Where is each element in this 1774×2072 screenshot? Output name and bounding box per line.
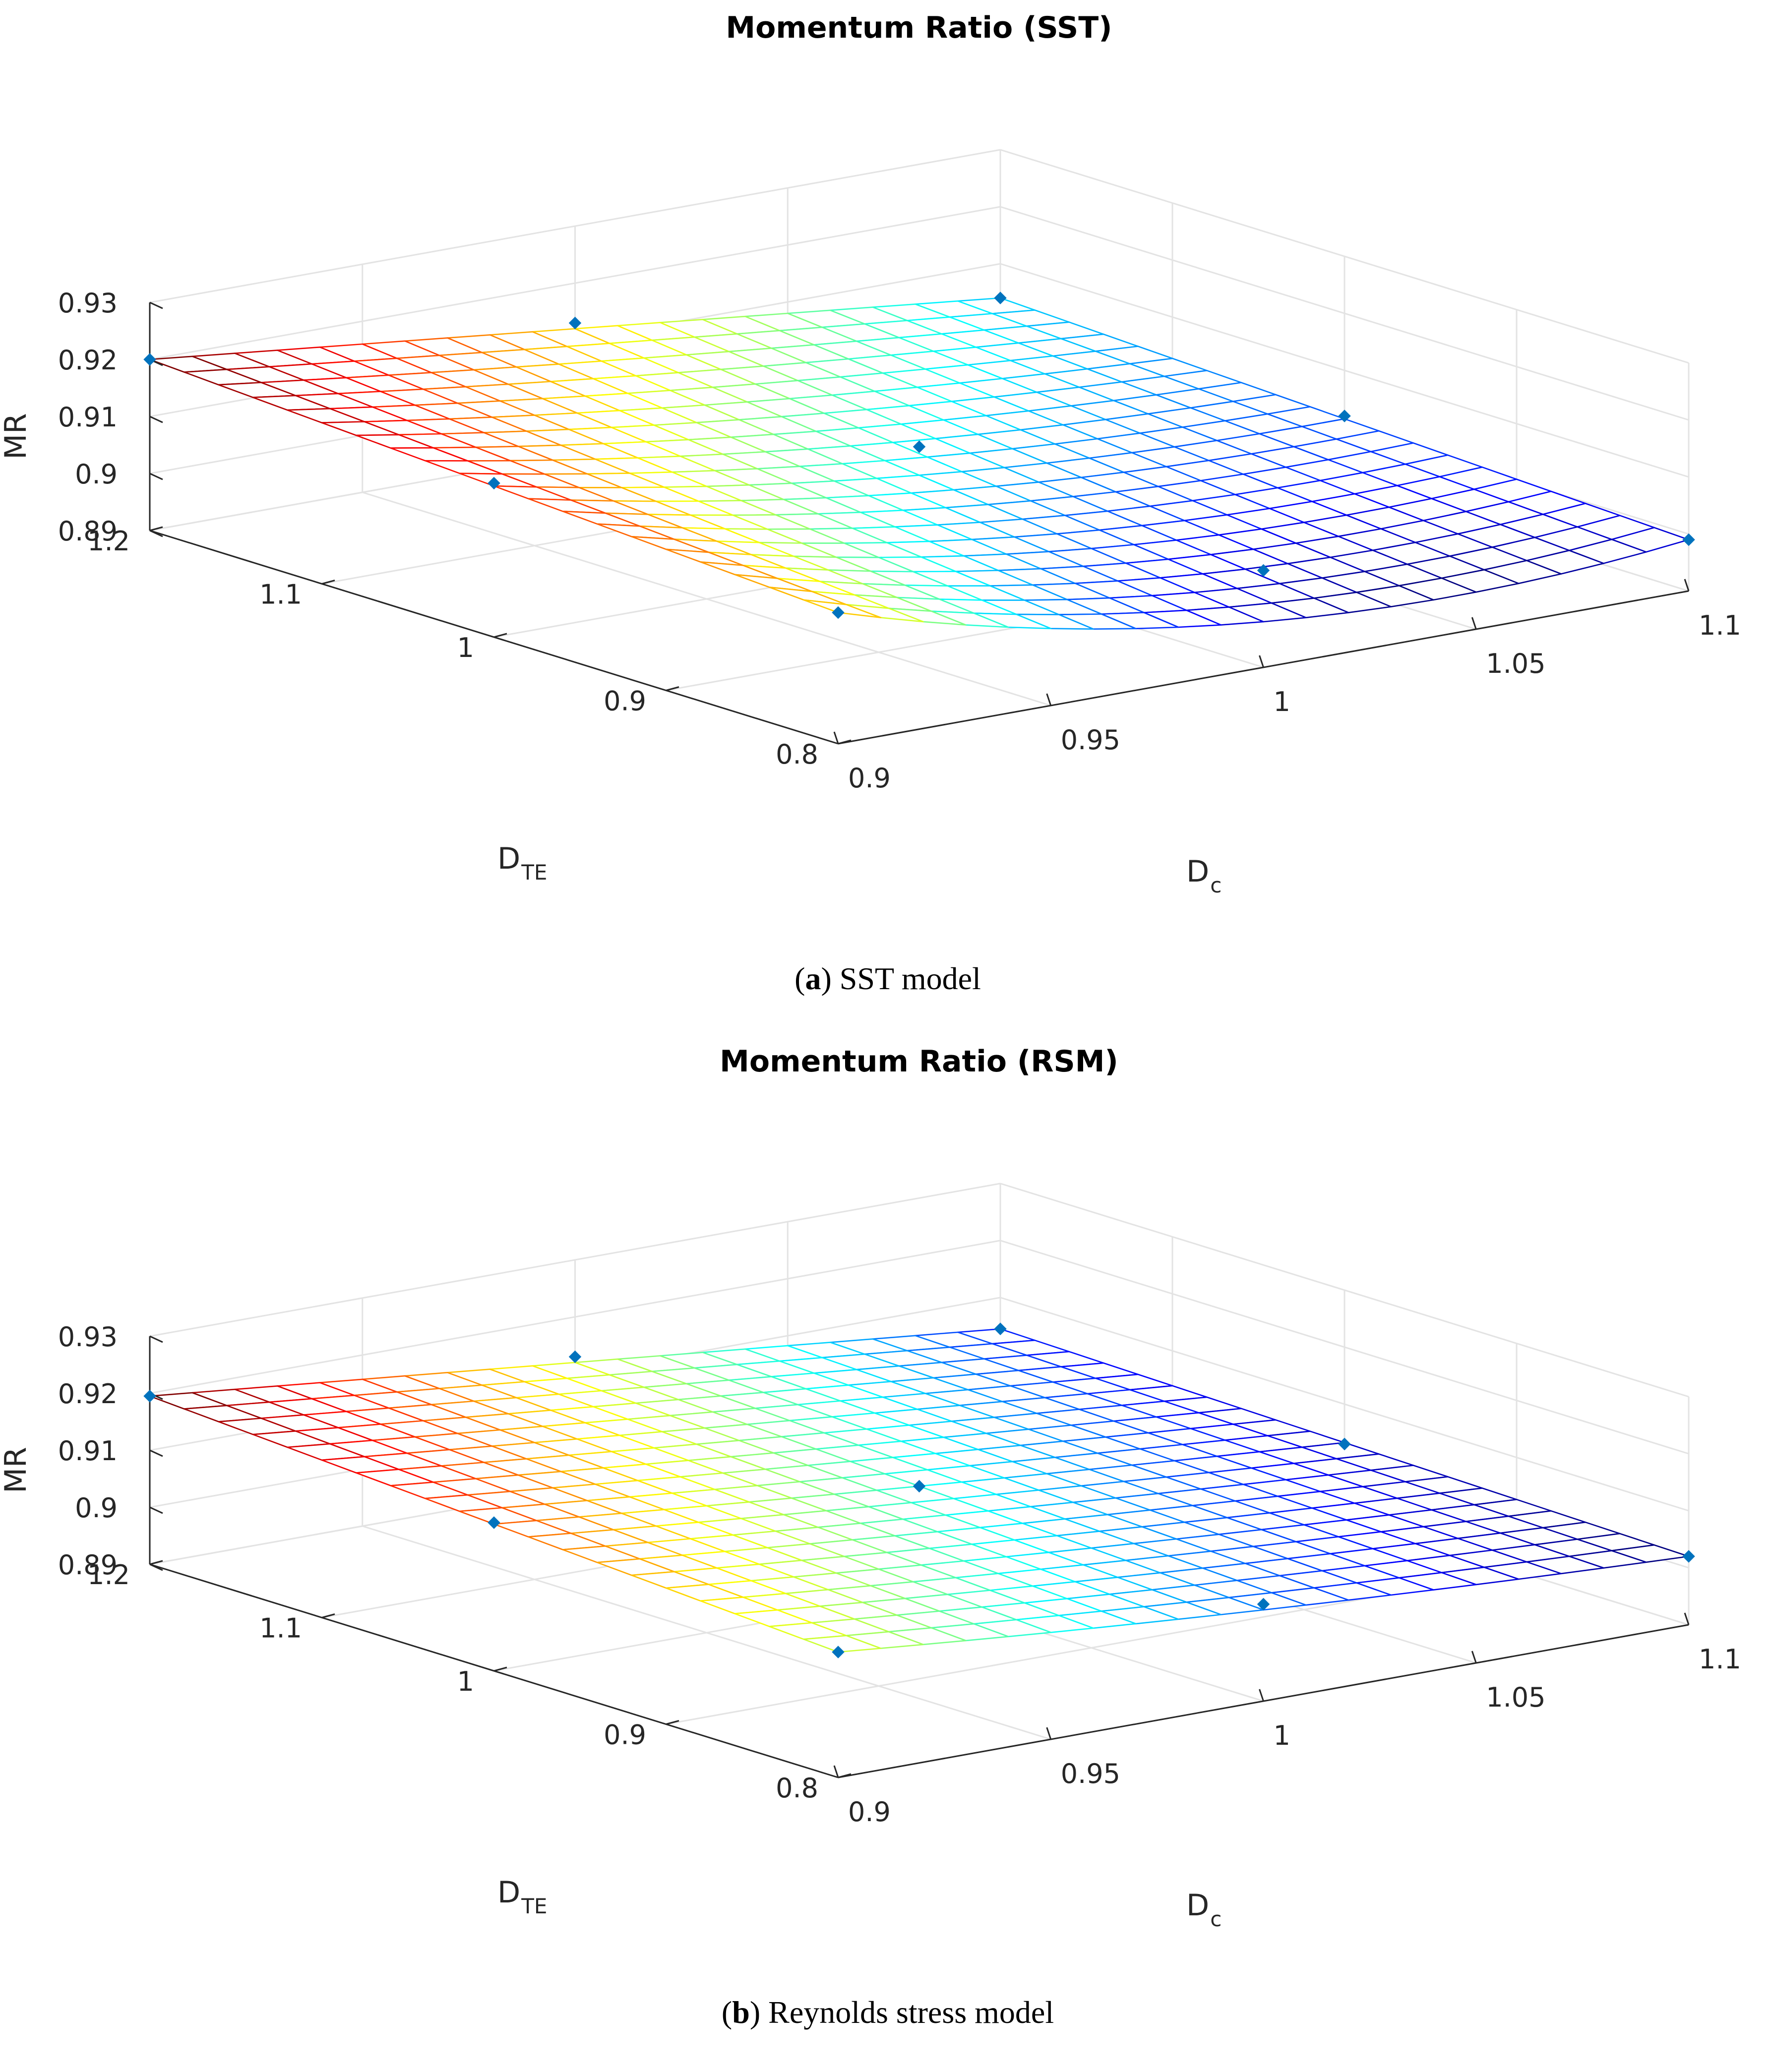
- data-point: [143, 1390, 156, 1403]
- y-tick-label: 1: [457, 632, 474, 663]
- y-tick-mark: [838, 1773, 852, 1778]
- y-tick-mark: [149, 526, 163, 532]
- x-tick-mark: [833, 731, 839, 744]
- mesh-surface: [149, 297, 1690, 630]
- y-tick-label: 1.2: [87, 526, 130, 557]
- x-tick-mark: [833, 1765, 839, 1778]
- mesh-cell: [803, 1635, 882, 1653]
- x-tick-mark: [1259, 1689, 1264, 1702]
- figure-panel-a: Momentum Ratio (SST) 0.9 0.95 1 1.05 1.1 0.8 0…: [0, 10, 1741, 996]
- data-point: [568, 1350, 582, 1363]
- z-tick-label: 0.89: [58, 516, 118, 547]
- x-tick-label: 1.05: [1486, 1682, 1545, 1713]
- data-point: [488, 476, 500, 490]
- z-tick-label: 0.93: [58, 1321, 118, 1353]
- y-tick-mark: [493, 1666, 507, 1672]
- grid-line: [1000, 263, 1689, 478]
- y-tick-label: 1: [457, 1666, 474, 1697]
- plot-title: Momentum Ratio (RSM): [720, 1044, 1118, 1079]
- x-tick-label: 1: [1274, 1720, 1290, 1751]
- data-point: [1682, 533, 1695, 546]
- z-tick-label: 0.9: [75, 459, 118, 490]
- data-point: [1682, 1550, 1695, 1563]
- y-axis-label: DTE: [497, 841, 547, 885]
- z-tick-label: 0.89: [58, 1549, 118, 1581]
- z-tick-mark: [149, 1449, 163, 1457]
- y-tick-mark: [666, 1720, 679, 1725]
- z-tick-label: 0.91: [58, 1435, 118, 1467]
- y-tick-mark: [321, 1613, 335, 1618]
- z-tick-mark: [149, 1506, 163, 1514]
- z-tick-mark: [149, 530, 163, 537]
- z-tick-mark: [149, 301, 163, 309]
- z-tick-label: 0.9: [75, 1492, 118, 1524]
- x-tick-label: 1.05: [1486, 648, 1545, 679]
- x-tick-mark: [1684, 1612, 1690, 1625]
- grid-line: [1000, 1183, 1689, 1398]
- grid-line: [149, 1240, 1001, 1394]
- z-tick-mark: [149, 473, 163, 480]
- grid-line: [1000, 1240, 1689, 1455]
- x-tick-label: 1.1: [1699, 610, 1741, 641]
- y-tick-mark: [838, 739, 852, 745]
- z-tick-label: 0.92: [58, 1378, 118, 1410]
- grid-line: [1000, 206, 1689, 421]
- x-tick-mark: [1471, 617, 1477, 630]
- y-tick-mark: [149, 1560, 163, 1565]
- z-tick-label: 0.92: [58, 345, 118, 376]
- x-tick-label: 0.95: [1061, 1758, 1120, 1789]
- figure-caption: (a) SST model: [795, 961, 981, 996]
- x-tick-mark: [1046, 1727, 1052, 1740]
- grid-line: [1000, 1297, 1689, 1512]
- grid-line: [149, 149, 1001, 303]
- surface-plot-rsm: Momentum Ratio (RSM) 0.9 0.95 1 1.05 1.1 0.8 0…: [0, 1044, 1741, 2030]
- y-tick-label: 1.1: [259, 579, 302, 610]
- data-point: [143, 353, 156, 366]
- y-axis-label: DTE: [497, 1875, 547, 1918]
- y-tick-label: 0.8: [776, 1773, 818, 1804]
- x-tick-label: 1.1: [1699, 1644, 1741, 1675]
- grid-line: [149, 206, 1001, 360]
- x-tick-mark: [1259, 655, 1264, 668]
- x-tick-mark: [1471, 1651, 1477, 1663]
- data-point: [568, 316, 582, 330]
- x-tick-mark: [1046, 693, 1052, 706]
- surface-plot-sst: Momentum Ratio (SST) 0.9 0.95 1 1.05 1.1 0.8 0…: [0, 10, 1741, 996]
- x-tick-label: 0.95: [1061, 724, 1120, 756]
- z-tick-mark: [149, 415, 163, 423]
- z-tick-mark: [149, 1335, 163, 1343]
- z-axis-label: MR: [0, 413, 33, 459]
- y-tick-mark: [321, 580, 335, 585]
- axes-lines: [149, 301, 1690, 745]
- z-axis-label: MR: [0, 1447, 33, 1493]
- x-tick-label: 1: [1274, 686, 1290, 717]
- y-tick-label: 0.9: [604, 686, 646, 717]
- x-axis-label: Dc: [1186, 854, 1222, 897]
- figure-panel-b: Momentum Ratio (RSM) 0.9 0.95 1 1.05 1.1 0.8 0…: [0, 1034, 1774, 2070]
- z-tick-mark: [149, 1563, 163, 1571]
- grid-line: [1000, 149, 1689, 364]
- grid-line: [149, 1183, 1001, 1337]
- x-tick-label: 0.9: [848, 1796, 891, 1828]
- figure-caption: (b) Reynolds stress model: [722, 1995, 1054, 2030]
- z-tick-label: 0.91: [58, 402, 118, 433]
- mesh-surface: [149, 1328, 1690, 1653]
- y-tick-mark: [666, 686, 679, 691]
- axes-lines: [149, 1335, 1690, 1778]
- y-tick-label: 1.1: [259, 1613, 302, 1644]
- x-tick-label: 0.9: [848, 763, 891, 794]
- tick-labels: 0.90.9511.051.10.80.911.11.20.890.90.910…: [58, 288, 1741, 794]
- x-axis-label: Dc: [1186, 1888, 1222, 1931]
- y-tick-label: 0.8: [776, 739, 818, 770]
- z-tick-label: 0.93: [58, 288, 118, 319]
- y-tick-label: 1.2: [87, 1559, 130, 1591]
- tick-labels: 0.90.9511.051.10.80.911.11.20.890.90.910…: [58, 1321, 1741, 1828]
- mesh-cell: [803, 599, 882, 618]
- y-tick-label: 0.9: [604, 1719, 646, 1751]
- y-tick-mark: [493, 633, 507, 638]
- x-tick-mark: [1684, 579, 1690, 592]
- plot-title: Momentum Ratio (SST): [726, 10, 1112, 45]
